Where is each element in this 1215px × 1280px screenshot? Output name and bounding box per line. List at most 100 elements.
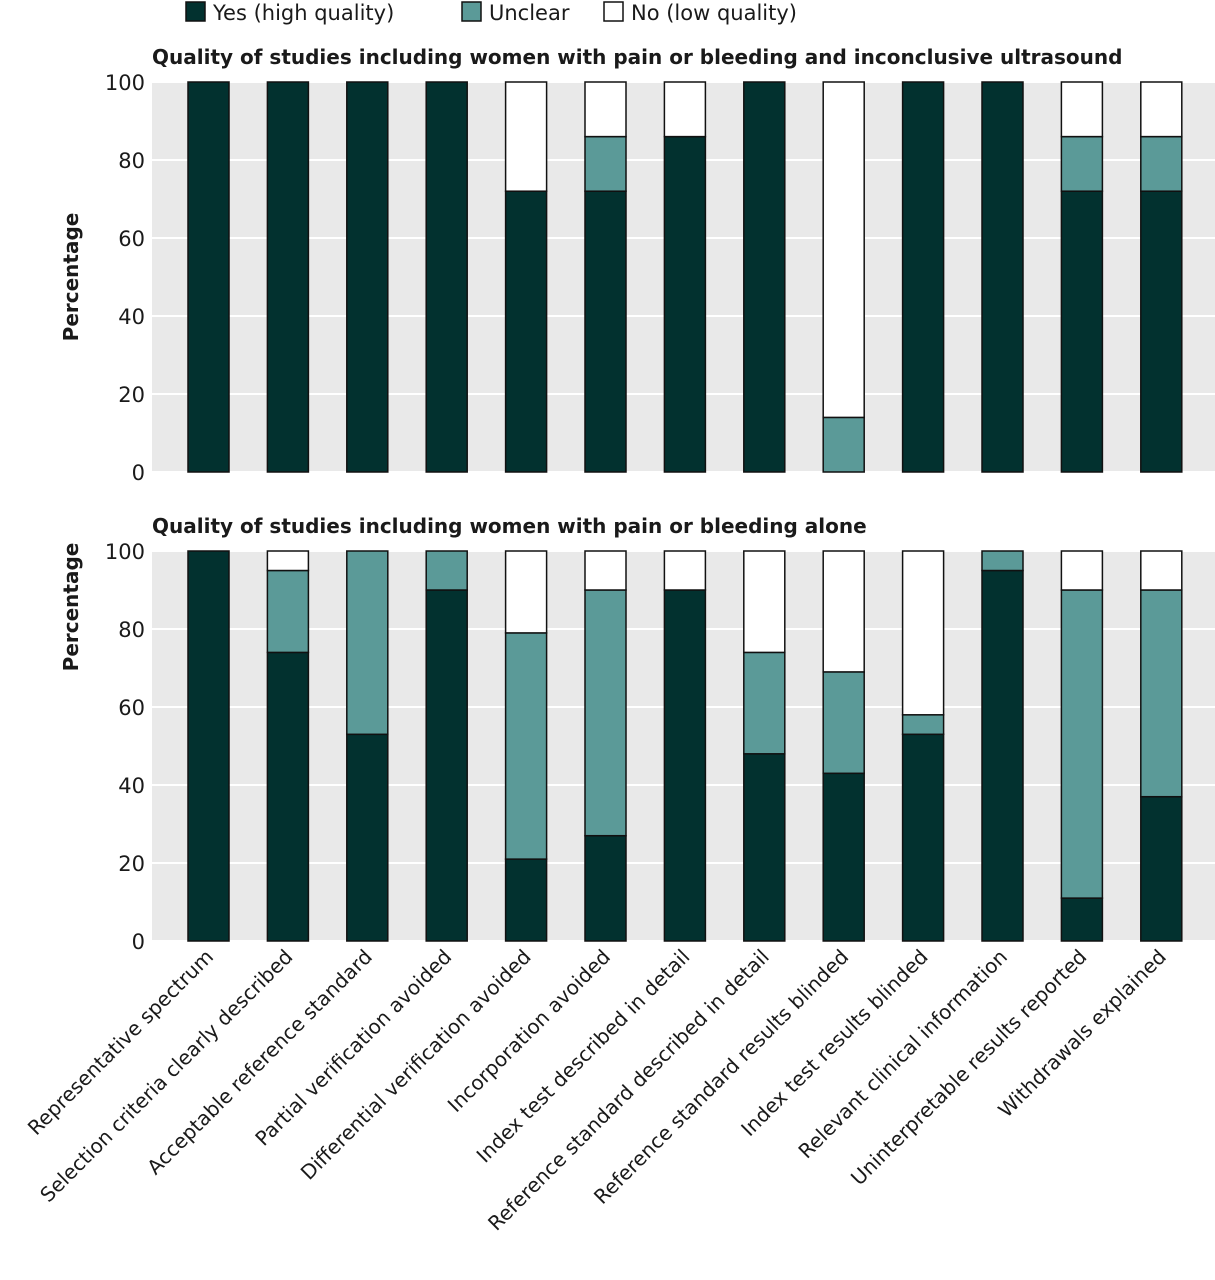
chart-panel-inconclusive-ultrasound: 0 20 40 60 80 100 Quality of studies including…: [59, 45, 1215, 485]
bar-segment-yes: [425, 589, 468, 942]
y-axis-label: Percentage: [59, 213, 83, 342]
bar-segment-unclear: [584, 135, 627, 192]
y-tick-label: 40: [118, 774, 145, 798]
bar-segment-yes: [584, 190, 627, 473]
y-tick-label: 0: [132, 930, 145, 954]
bar-reference-standard-described-in-detail: [743, 81, 786, 473]
x-tick-label-reference-standard-described-in-detail: Reference standard described in detail: [483, 945, 774, 1236]
bar-segment-no: [584, 81, 627, 138]
bar-segment-no: [1140, 81, 1183, 138]
chart-title: Quality of studies including women with …: [152, 45, 1122, 69]
bar-index-test-results-blinded: [901, 81, 945, 473]
bar-segment-unclear: [425, 550, 468, 591]
y-tick-label: 0: [132, 461, 145, 485]
y-tick-label: 100: [105, 540, 145, 564]
legend-swatch-no: [603, 1, 624, 22]
bar-selection-criteria-clearly-described: [266, 81, 310, 473]
bar-differential-verification-avoided: [504, 550, 548, 942]
bar-segment-unclear: [743, 651, 786, 755]
bar-partial-verification-avoided: [425, 550, 468, 942]
bar-uninterpretable-results-reported: [1060, 81, 1104, 473]
bar-reference-standard-described-in-detail: [743, 550, 786, 942]
bar-segment-unclear: [901, 714, 945, 736]
bar-partial-verification-avoided: [425, 81, 468, 473]
x-tick-label-incorporation-avoided: Incorporation avoided: [443, 945, 615, 1117]
bar-segment-yes: [1140, 190, 1183, 473]
bar-selection-criteria-clearly-described: [266, 550, 310, 942]
bar-reference-standard-results-blinded: [822, 81, 865, 473]
legend-label-no: No (low quality): [631, 1, 797, 25]
y-tick-label: 80: [118, 618, 145, 642]
bar-segment-yes: [1060, 190, 1104, 473]
legend-label-yes: Yes (high quality): [212, 1, 394, 25]
bar-segment-no: [1140, 550, 1183, 591]
bar-segment-yes: [584, 834, 627, 942]
y-tick-label: 60: [118, 227, 145, 251]
y-tick-label: 60: [118, 696, 145, 720]
bar-segment-no: [822, 81, 865, 419]
bar-segment-yes: [901, 81, 945, 473]
y-tick-label: 100: [105, 71, 145, 95]
y-tick-label: 40: [118, 305, 145, 329]
bar-segment-unclear: [1140, 135, 1183, 192]
bar-segment-unclear: [346, 550, 389, 736]
bar-segment-yes: [981, 569, 1024, 942]
bar-segment-no: [504, 81, 548, 192]
bar-representative-spectrum: [187, 550, 230, 942]
bar-withdrawals-explained: [1140, 81, 1183, 473]
bar-segment-yes: [981, 81, 1024, 473]
y-tick-label: 20: [118, 852, 145, 876]
bar-segment-no: [822, 550, 865, 673]
bar-segment-yes: [663, 589, 707, 942]
bar-segment-unclear: [584, 589, 627, 837]
bar-acceptable-reference-standard: [346, 550, 389, 942]
bar-differential-verification-avoided: [504, 81, 548, 473]
bar-index-test-results-blinded: [901, 550, 945, 942]
bar-segment-no: [1060, 550, 1104, 591]
bar-segment-yes: [743, 753, 786, 942]
bar-segment-yes: [425, 81, 468, 473]
bar-acceptable-reference-standard: [346, 81, 389, 473]
bar-segment-yes: [504, 190, 548, 473]
legend: Yes (high quality) Unclear No (low quality…: [185, 1, 797, 25]
legend-swatch-unclear: [461, 1, 482, 22]
bar-segment-yes: [346, 733, 389, 942]
bar-segment-yes: [346, 81, 389, 473]
y-tick-label: 20: [118, 383, 145, 407]
bar-relevant-clinical-information: [981, 81, 1024, 473]
bar-segment-no: [663, 550, 707, 591]
bar-segment-yes: [266, 81, 310, 473]
bar-segment-no: [743, 550, 786, 654]
bar-reference-standard-results-blinded: [822, 550, 865, 942]
bar-index-test-described-in-detail: [663, 550, 707, 942]
bar-incorporation-avoided: [584, 81, 627, 473]
bar-segment-unclear: [266, 569, 310, 654]
bar-uninterpretable-results-reported: [1060, 550, 1104, 942]
chart-title: Quality of studies including women with …: [152, 514, 867, 538]
bar-segment-yes: [663, 135, 707, 473]
y-axis-label: Percentage: [59, 543, 83, 672]
bar-index-test-described-in-detail: [663, 81, 707, 473]
bar-segment-no: [504, 550, 548, 634]
bar-segment-unclear: [1060, 135, 1104, 192]
bar-segment-unclear: [981, 550, 1024, 572]
bar-segment-yes: [1140, 795, 1183, 942]
bar-segment-no: [1060, 81, 1104, 138]
bar-segment-yes: [266, 651, 310, 942]
x-tick-label-withdrawals-explained: Withdrawals explained: [993, 945, 1171, 1123]
bar-segment-yes: [1060, 897, 1104, 942]
bar-segment-unclear: [822, 671, 865, 775]
bar-segment-no: [584, 550, 627, 591]
bar-relevant-clinical-information: [981, 550, 1024, 942]
legend-label-unclear: Unclear: [489, 1, 570, 25]
bar-segment-unclear: [822, 416, 865, 473]
legend-swatch-yes: [185, 1, 206, 22]
bar-segment-yes: [901, 733, 945, 942]
bar-segment-no: [901, 550, 945, 716]
bar-segment-unclear: [1140, 589, 1183, 798]
bar-segment-unclear: [1060, 589, 1104, 899]
bar-segment-unclear: [504, 632, 548, 860]
bar-segment-yes: [822, 772, 865, 942]
